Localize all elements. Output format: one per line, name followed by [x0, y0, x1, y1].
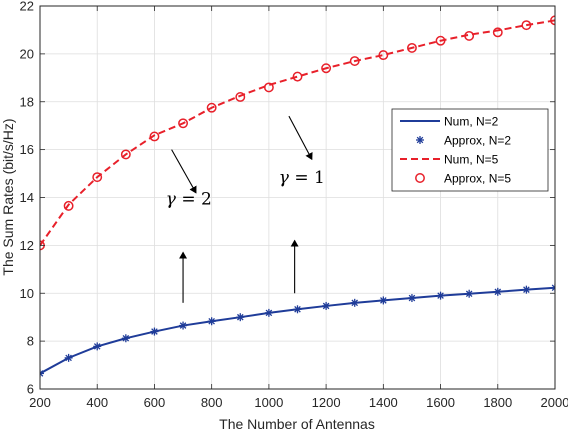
data-point	[522, 285, 531, 294]
annotation-arrows	[171, 115, 313, 303]
data-point	[149, 131, 160, 142]
data-point	[264, 308, 273, 317]
annotation-labels: γ = 2γ = 1	[166, 168, 325, 210]
y-tick-label: 20	[20, 46, 34, 61]
x-axis-label: The Number of Antennas	[219, 416, 375, 432]
data-point	[551, 283, 555, 292]
data-point	[378, 50, 389, 61]
gamma-value: = 2	[176, 190, 212, 210]
data-point	[207, 317, 216, 326]
y-tick-label: 16	[20, 142, 34, 157]
legend-label: Approx, N=5	[444, 172, 511, 186]
gamma-annotation: γ = 2	[166, 190, 212, 210]
legend-label: Num, N=2	[444, 115, 499, 129]
series-line	[40, 19, 555, 246]
data-point	[407, 294, 416, 303]
data-point	[293, 305, 302, 314]
x-tick-label: 1600	[426, 395, 455, 410]
x-tick-label: 2000	[541, 395, 568, 410]
x-tick-label: 1200	[312, 395, 341, 410]
y-tick-label: 18	[20, 94, 34, 109]
data-point	[178, 118, 189, 129]
legend-box	[391, 108, 549, 192]
y-tick-label: 14	[20, 190, 34, 205]
series-num-n-5	[40, 19, 555, 246]
y-axis-label: The Sum Rates (bit/s/Hz)	[0, 118, 16, 275]
data-point	[436, 291, 445, 300]
legend-marker-sample	[416, 136, 424, 144]
data-point	[120, 149, 131, 160]
data-point	[465, 289, 474, 298]
axis-ticks: 200 400 600 800 1000 1200 1400 1600 1800 2000 6 8 10…	[20, 0, 568, 410]
series-approx-n-2	[40, 283, 555, 378]
y-tick-label: 8	[27, 334, 34, 349]
y-tick-label: 22	[20, 0, 34, 14]
annotation-arrow	[171, 149, 197, 194]
data-point	[235, 92, 246, 102]
data-point	[322, 301, 331, 310]
series-layer	[40, 15, 555, 378]
gamma-symbol: γ	[279, 168, 290, 188]
legend-label: Approx, N=2	[444, 134, 511, 148]
x-tick-label: 1800	[483, 395, 512, 410]
legend-label: Num, N=5	[444, 153, 499, 167]
x-tick-label: 400	[86, 395, 108, 410]
data-point	[521, 20, 532, 31]
data-point	[350, 298, 359, 307]
data-point	[379, 296, 388, 305]
annotation-arrow	[288, 115, 313, 161]
data-point	[92, 172, 103, 183]
data-point	[321, 63, 332, 74]
data-point	[464, 30, 475, 41]
x-tick-label: 800	[201, 395, 223, 410]
gamma-annotation: γ = 1	[279, 168, 325, 188]
data-point	[435, 35, 446, 46]
legend-marker-sample	[415, 173, 425, 183]
gamma-value: = 1	[289, 168, 325, 188]
data-point	[206, 102, 217, 113]
y-tick-label: 10	[20, 286, 34, 301]
data-point	[406, 42, 417, 53]
data-point	[179, 321, 188, 330]
y-tick-label: 12	[20, 238, 34, 253]
x-tick-label: 200	[29, 395, 51, 410]
x-tick-label: 1400	[369, 395, 398, 410]
data-point	[349, 56, 360, 67]
legend: Num, N=2 Approx, N=2 Num, N=5 Approx, N=5	[391, 108, 549, 192]
x-tick-label: 600	[144, 395, 166, 410]
data-point	[492, 27, 503, 38]
data-point	[236, 313, 245, 322]
data-point	[63, 200, 74, 211]
data-point	[292, 71, 303, 82]
data-point	[64, 353, 73, 362]
data-point	[121, 334, 130, 343]
x-tick-label: 1000	[254, 395, 283, 410]
data-point	[93, 342, 102, 351]
data-point	[263, 82, 274, 93]
y-tick-label: 6	[27, 382, 34, 397]
data-point	[150, 327, 159, 336]
data-point	[493, 287, 502, 296]
gamma-symbol: γ	[166, 190, 177, 210]
data-point	[40, 369, 44, 378]
